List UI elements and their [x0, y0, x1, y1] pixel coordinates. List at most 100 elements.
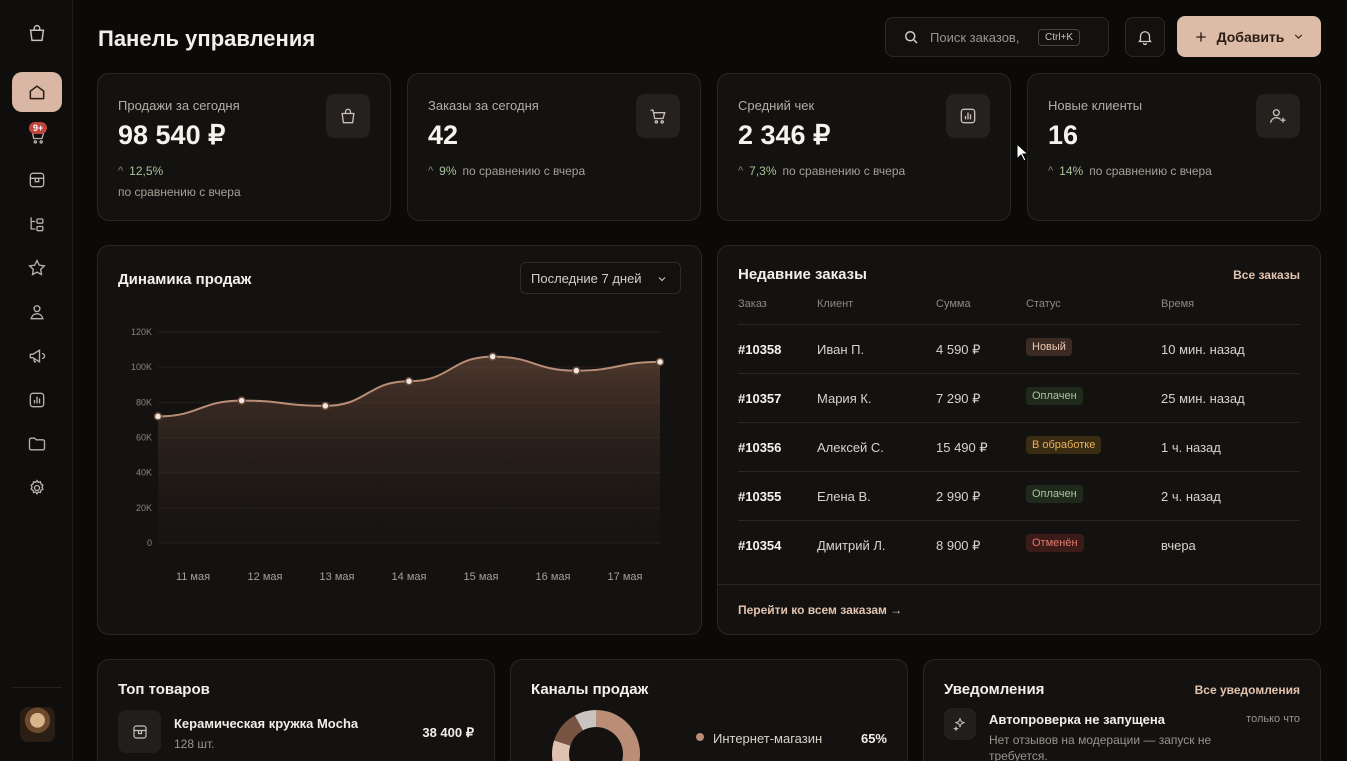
- kpi-delta: ^ 9% по сравнению с вчера: [428, 164, 585, 178]
- kpi-card-orders: Заказы за сегодня 42 ^ 9% по сравнению с в…: [407, 73, 701, 221]
- range-select-value: Последние 7 дней: [531, 270, 642, 286]
- donut-slice[interactable]: [574, 710, 596, 731]
- notifications-button[interactable]: [1125, 17, 1165, 57]
- notification-title[interactable]: Автопроверка не запущена: [989, 712, 1165, 727]
- status-badge: В обработке: [1026, 436, 1102, 454]
- sidebar-item-files[interactable]: [12, 424, 62, 464]
- order-time: 2 ч. назад: [1161, 489, 1221, 504]
- all-orders-link[interactable]: Все заказы: [1233, 268, 1300, 282]
- kpi-delta-value: 12,5%: [129, 164, 164, 178]
- bell-icon: [1138, 31, 1152, 46]
- arrow-up-icon: ^: [118, 165, 124, 177]
- sales-channels-title: Каналы продаж: [531, 681, 649, 698]
- table-row[interactable]: #10354 Дмитрий Л. 8 900 ₽ Отменён вчера: [738, 520, 1300, 569]
- y-tick-label: 40K: [136, 468, 152, 478]
- donut-slice[interactable]: [560, 710, 640, 761]
- sidebar-item-settings[interactable]: [12, 468, 62, 508]
- data-point[interactable]: [237, 396, 246, 405]
- data-point[interactable]: [655, 357, 665, 367]
- kpi-card-new-customers: Новые клиенты 16 ^ 14% по сравнению с вчер…: [1027, 73, 1321, 221]
- top-products-card: Топ товаров Керамическая кружка Mocha 12…: [97, 659, 495, 761]
- order-time: 25 мин. назад: [1161, 391, 1245, 406]
- kpi-delta-value: 7,3%: [749, 164, 777, 178]
- data-point[interactable]: [153, 412, 163, 421]
- gear-icon: [30, 479, 44, 496]
- kpi-compare: по сравнению с вчера: [118, 185, 241, 199]
- kpi-compare: по сравнению с вчера: [782, 164, 906, 178]
- channel-pct: 65%: [860, 731, 887, 746]
- search-input[interactable]: Поиск заказов, Ctrl+K: [885, 17, 1109, 57]
- folder-icon: [28, 437, 46, 451]
- sidebar-item-reviews[interactable]: [12, 248, 62, 288]
- channel-name: Интернет-магазин: [713, 731, 823, 746]
- sidebar-item-marketing[interactable]: [12, 336, 62, 376]
- add-button[interactable]: Добавить: [1177, 16, 1321, 57]
- table-row[interactable]: #10357 Мария К. 7 290 ₽ Оплачен 25 мин. …: [738, 373, 1300, 422]
- order-time: 10 мин. назад: [1161, 342, 1245, 357]
- kpi-value: 2 346 ₽: [738, 120, 831, 150]
- sidebar-item-analytics[interactable]: [12, 380, 62, 420]
- user-icon: [30, 305, 44, 320]
- x-tick-label: 16 мая: [536, 571, 571, 583]
- range-select[interactable]: Последние 7 дней: [520, 262, 681, 294]
- column-header-time: Время: [1161, 298, 1195, 310]
- donut-slice[interactable]: [554, 715, 583, 746]
- go-to-orders-link[interactable]: Перейти ко всем заказам →: [738, 603, 903, 617]
- sidebar-divider: [12, 687, 62, 688]
- order-time: вчера: [1161, 538, 1196, 553]
- kpi-value: 16: [1048, 120, 1079, 150]
- x-tick-label: 11 мая: [176, 571, 210, 583]
- data-point[interactable]: [404, 376, 414, 386]
- donut-slice[interactable]: [552, 740, 574, 761]
- sidebar-item-home[interactable]: [12, 72, 62, 112]
- order-client: Мария К.: [817, 391, 872, 406]
- column-header-sum: Сумма: [936, 298, 971, 310]
- product-qty: 128 шт.: [174, 737, 215, 751]
- sidebar-item-customers[interactable]: [12, 292, 62, 332]
- table-row[interactable]: #10355 Елена В. 2 990 ₽ Оплачен 2 ч. наз…: [738, 471, 1300, 520]
- kpi-delta-value: 9%: [439, 164, 457, 178]
- order-id: #10356: [738, 440, 782, 455]
- recent-orders-card: Недавние заказы Все заказы Заказ Клиент …: [717, 245, 1321, 635]
- chevron-down-icon: [1295, 34, 1303, 39]
- arrow-up-icon: ^: [1048, 165, 1054, 177]
- plus-icon: [1195, 31, 1206, 42]
- y-tick-label: 20K: [136, 503, 152, 513]
- sidebar-item-categories[interactable]: [12, 204, 62, 244]
- hierarchy-icon: [30, 217, 44, 232]
- order-id: #10355: [738, 489, 782, 504]
- table-row[interactable]: #10358 Иван П. 4 590 ₽ Новый 10 мин. наз…: [738, 324, 1300, 373]
- home-icon: [29, 85, 45, 100]
- x-tick-label: 15 мая: [464, 571, 499, 583]
- data-point[interactable]: [488, 352, 497, 361]
- kpi-delta-value: 14%: [1059, 164, 1084, 178]
- page-title: Панель управления: [98, 26, 316, 51]
- product-name[interactable]: Керамическая кружка Mocha: [174, 716, 359, 731]
- order-client: Алексей С.: [817, 440, 884, 455]
- column-header-order: Заказ: [738, 298, 767, 310]
- notifications-card: Уведомления Все уведомления Автопроверка…: [923, 659, 1321, 761]
- all-notifications-link[interactable]: Все уведомления: [1194, 683, 1300, 697]
- avatar[interactable]: [20, 707, 55, 742]
- y-tick-label: 100K: [131, 362, 152, 372]
- status-badge: Оплачен: [1026, 387, 1083, 405]
- data-point[interactable]: [321, 401, 330, 411]
- box-icon: [29, 172, 45, 188]
- chevron-down-icon: [658, 277, 666, 282]
- order-id: #10357: [738, 391, 782, 406]
- data-point[interactable]: [572, 366, 581, 375]
- sidebar-item-products[interactable]: [12, 160, 62, 200]
- bag-logo-icon[interactable]: [24, 20, 50, 46]
- x-tick-label: 12 мая: [248, 571, 283, 583]
- bag-icon: [326, 94, 370, 138]
- table-row[interactable]: #10356 Алексей С. 15 490 ₽ В обработке 1…: [738, 422, 1300, 471]
- kpi-label: Продажи за сегодня: [118, 98, 240, 113]
- cart-icon: [636, 94, 680, 138]
- order-client: Дмитрий Л.: [817, 538, 886, 553]
- user-plus-icon: [1256, 94, 1300, 138]
- channels-donut: [552, 710, 640, 761]
- y-tick-label: 80K: [136, 397, 152, 407]
- notification-time: только что: [1246, 713, 1300, 725]
- receipt-chart-icon: [946, 94, 990, 138]
- mouse-cursor-icon: [1016, 143, 1030, 162]
